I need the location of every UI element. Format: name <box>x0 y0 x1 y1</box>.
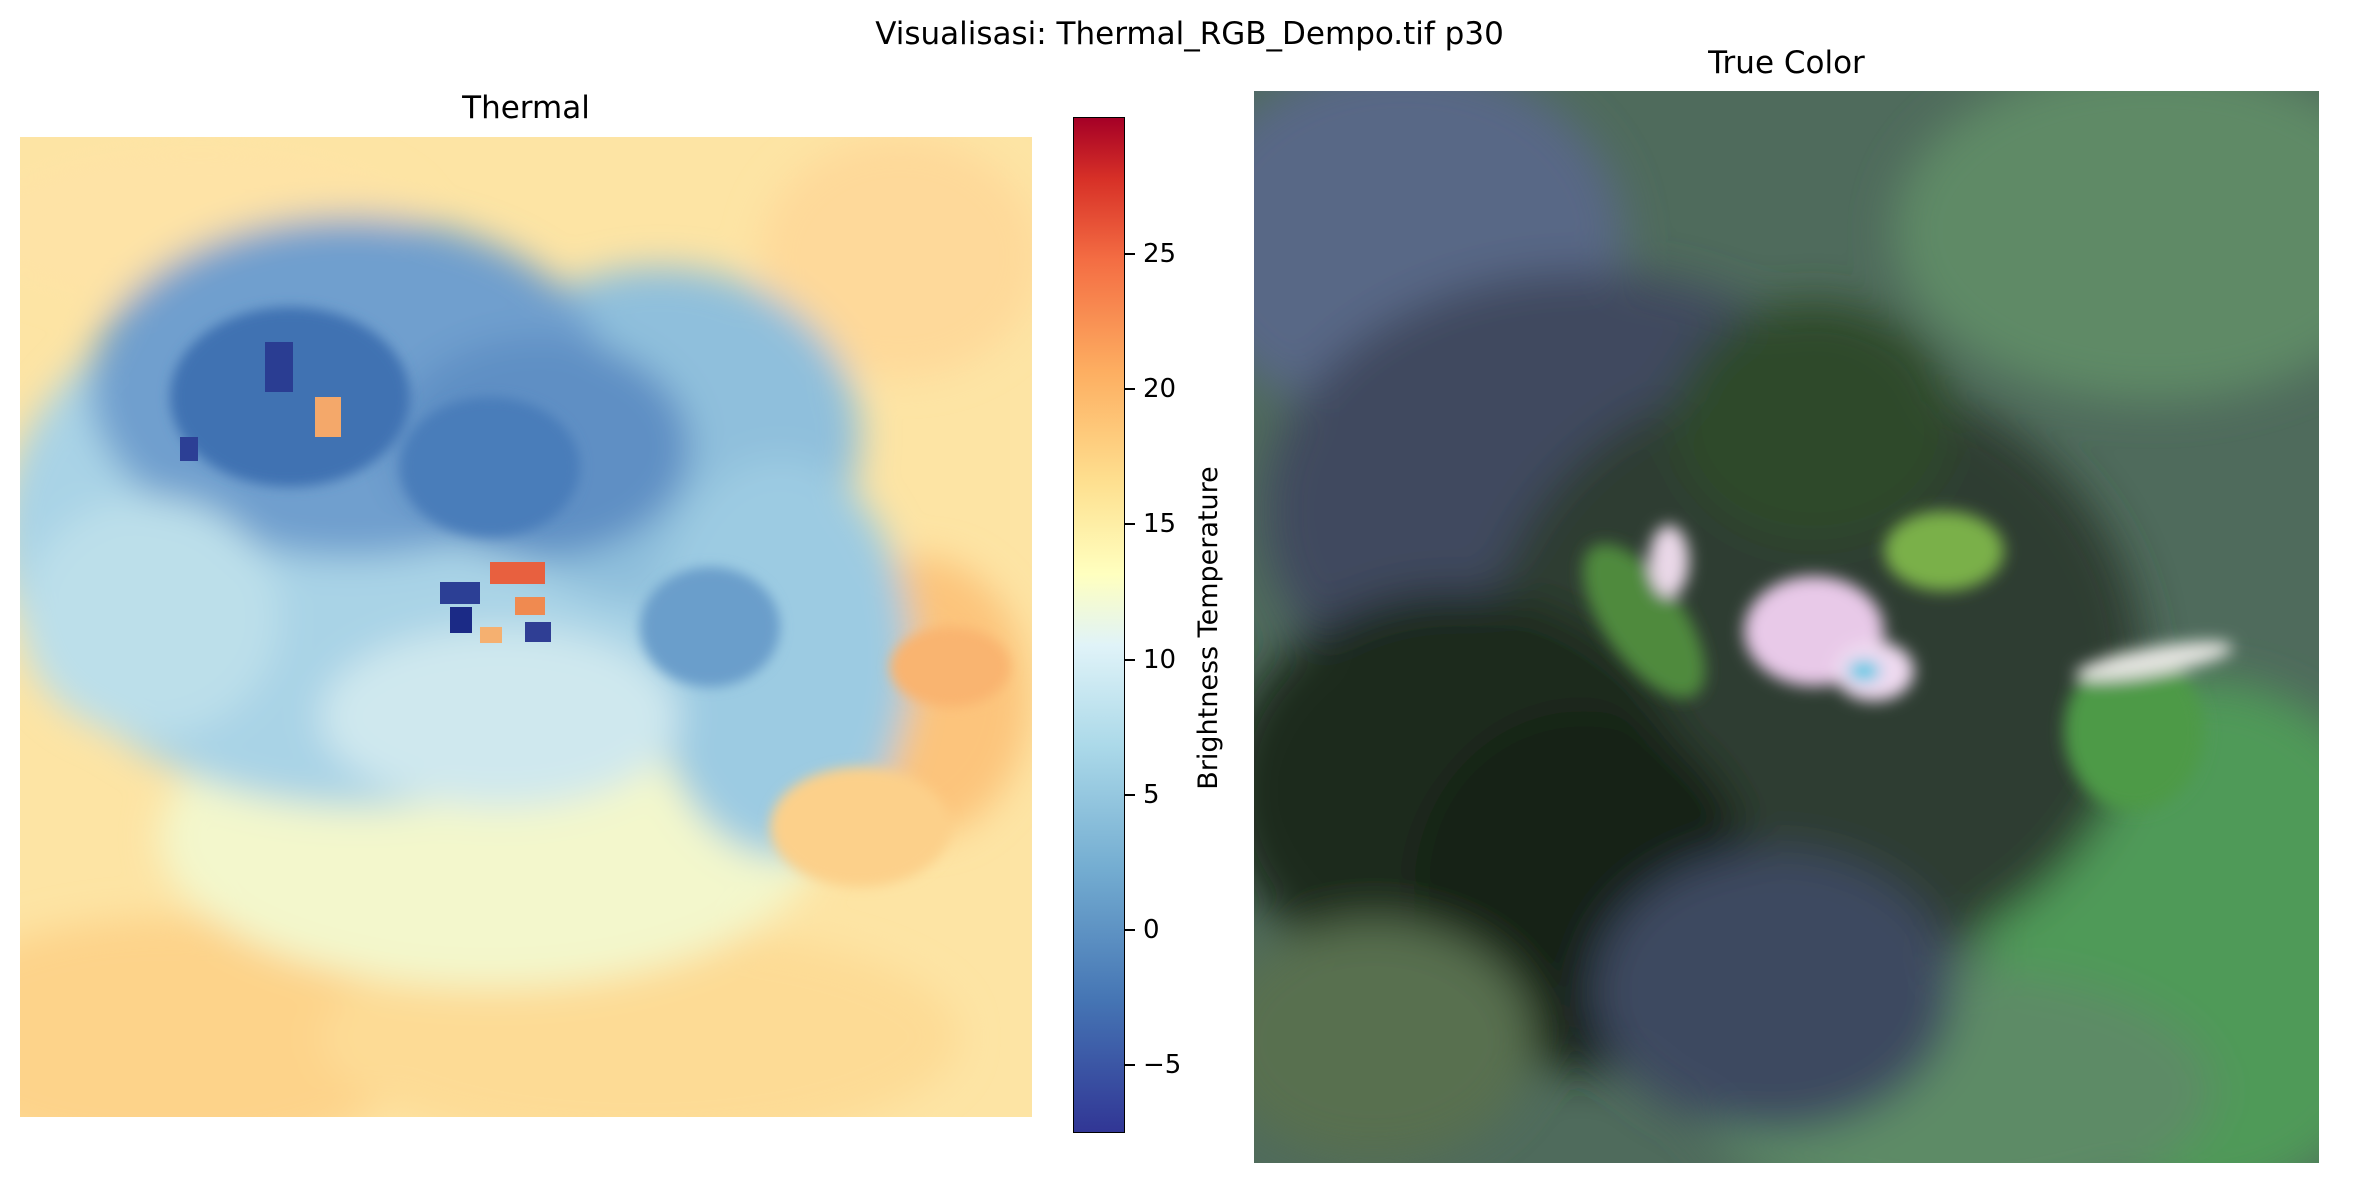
thermal-image <box>20 137 1032 1117</box>
colorbar-tick <box>1125 523 1135 525</box>
thermal-panel-title: Thermal <box>462 90 590 126</box>
true-color-image <box>1254 91 2319 1163</box>
colorbar <box>1073 117 1125 1133</box>
colorbar-tick <box>1125 388 1135 390</box>
colorbar-tick-label: 10 <box>1143 645 1177 675</box>
colorbar-tick <box>1125 253 1135 255</box>
colorbar-tick-label: 5 <box>1143 780 1160 810</box>
figure-suptitle: Visualisasi: Thermal_RGB_Dempo.tif p30 <box>875 16 1504 52</box>
colorbar-tick <box>1125 929 1135 931</box>
colorbar-tick-label: 25 <box>1143 239 1177 269</box>
colorbar-tick-label: 20 <box>1143 374 1177 404</box>
colorbar-tick-label: −5 <box>1143 1050 1182 1080</box>
colorbar-tick <box>1125 659 1135 661</box>
colorbar-label: Brightness Temperature <box>1193 466 1224 790</box>
true-color-panel-title: True Color <box>1708 45 1865 81</box>
colorbar-tick-label: 0 <box>1143 915 1160 945</box>
colorbar-tick <box>1125 794 1135 796</box>
colorbar-tick-label: 15 <box>1143 509 1177 539</box>
colorbar-tick <box>1125 1064 1135 1066</box>
